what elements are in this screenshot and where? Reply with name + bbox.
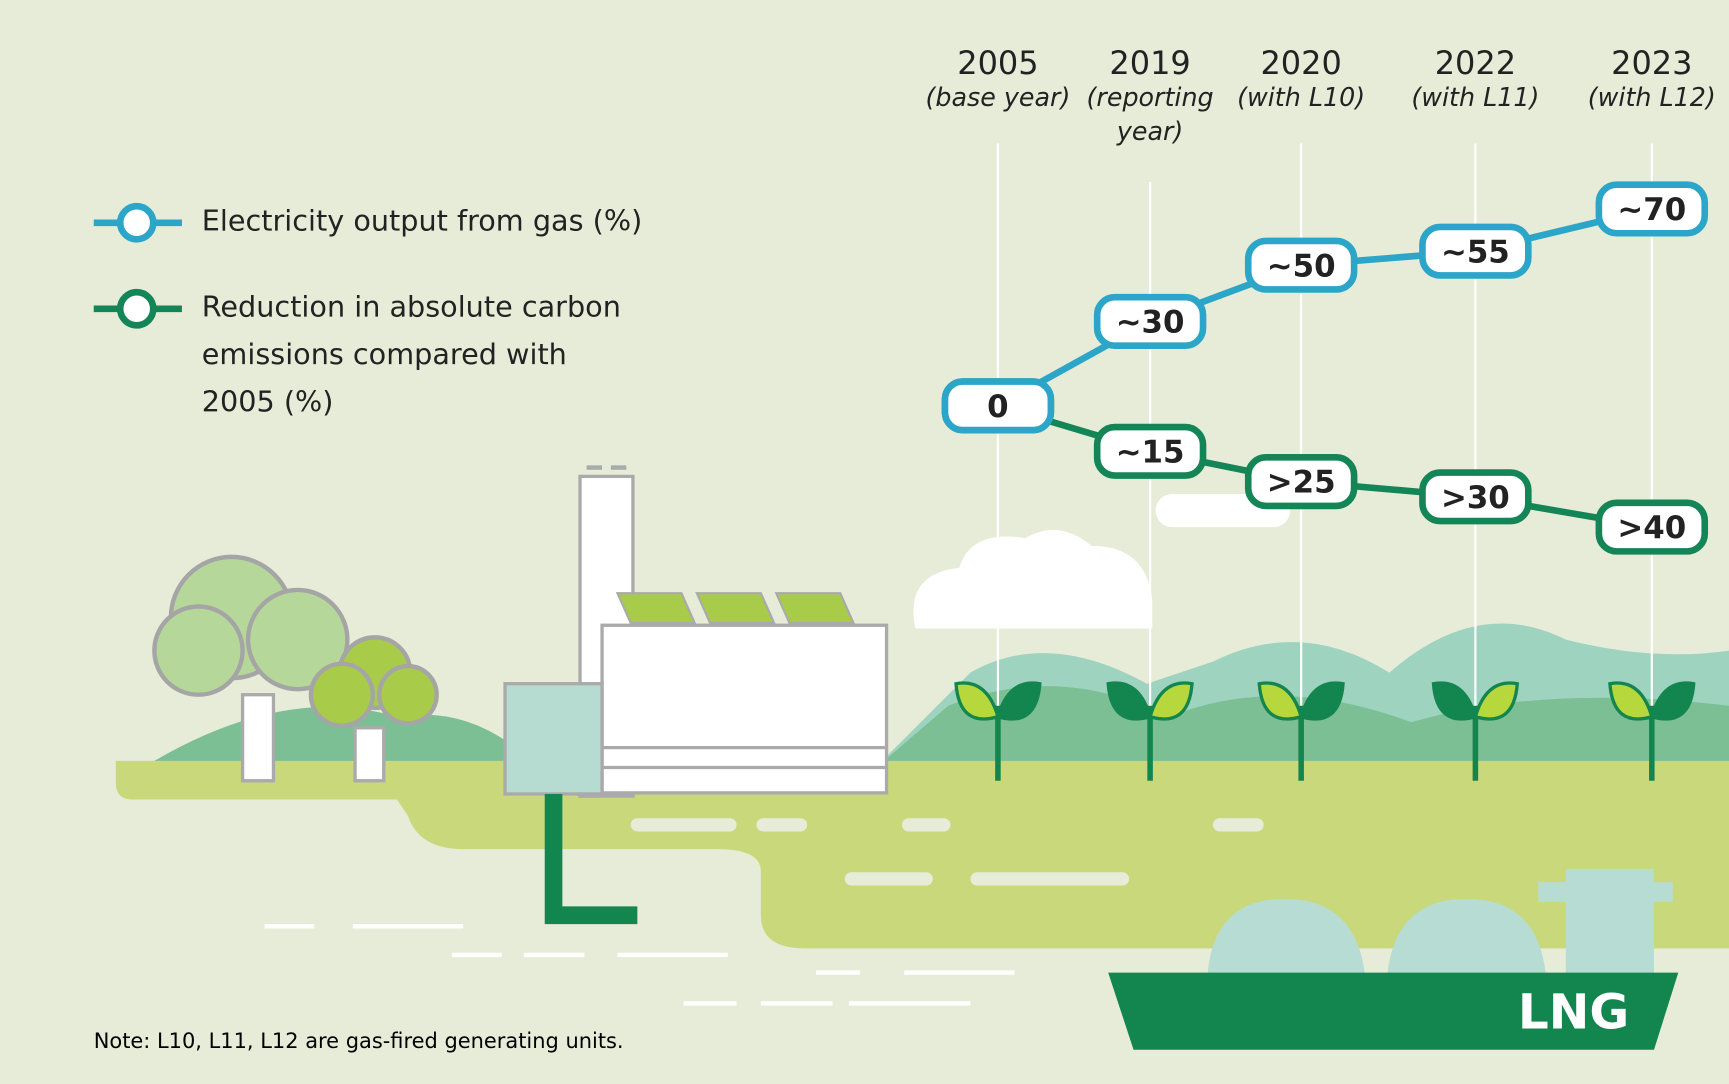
- category-year: 2023: [1575, 44, 1729, 81]
- category-label: 2005(base year): [921, 44, 1075, 165]
- category-year: 2022: [1398, 44, 1552, 81]
- category: 2019(reporting year): [1073, 44, 1227, 150]
- value-label: >40: [1617, 510, 1686, 546]
- infographic: 2005(base year)2019(reporting year)2020(…: [0, 0, 1729, 1084]
- category-label: 2019(reporting year): [1073, 44, 1227, 165]
- category: 2022(with L11): [1398, 44, 1552, 116]
- value-label: ~15: [1116, 434, 1185, 470]
- category: 2005(base year): [921, 44, 1075, 116]
- category-note: (reporting year): [1073, 82, 1227, 150]
- category-year: 2019: [1073, 44, 1227, 81]
- note: Note: L10, L11, L12 are gas-fired genera…: [94, 1029, 624, 1053]
- category: 2020(with L10): [1224, 44, 1378, 116]
- ship-label: LNG: [1518, 984, 1629, 1040]
- legend-label: Electricity output from gas (%): [202, 199, 665, 246]
- category: 2023(with L12): [1575, 44, 1729, 116]
- category-note: (base year): [921, 82, 1075, 116]
- value-label: ~55: [1441, 234, 1510, 270]
- category-label: 2020(with L10): [1224, 44, 1378, 165]
- category-year: 2020: [1224, 44, 1378, 81]
- value-label: >25: [1267, 465, 1336, 501]
- value-label: 0: [987, 389, 1008, 425]
- category-note: (with L12): [1575, 82, 1729, 116]
- page: {"chart_data": {"type": "line", "categor…: [0, 0, 1729, 1084]
- category-label: 2023(with L12): [1575, 44, 1729, 165]
- category-note: (with L11): [1398, 82, 1552, 116]
- category-year: 2005: [921, 44, 1075, 81]
- value-label: ~70: [1617, 192, 1686, 228]
- legend-label: Reduction in absolute carbon emissions c…: [202, 285, 632, 427]
- value-label: ~30: [1116, 305, 1185, 341]
- legend-marker: [120, 292, 153, 325]
- category-note: (with L10): [1224, 82, 1378, 116]
- category-label: 2022(with L11): [1398, 44, 1552, 165]
- value-label: >30: [1441, 480, 1510, 516]
- legend-marker: [120, 206, 153, 239]
- value-label: ~50: [1267, 248, 1336, 284]
